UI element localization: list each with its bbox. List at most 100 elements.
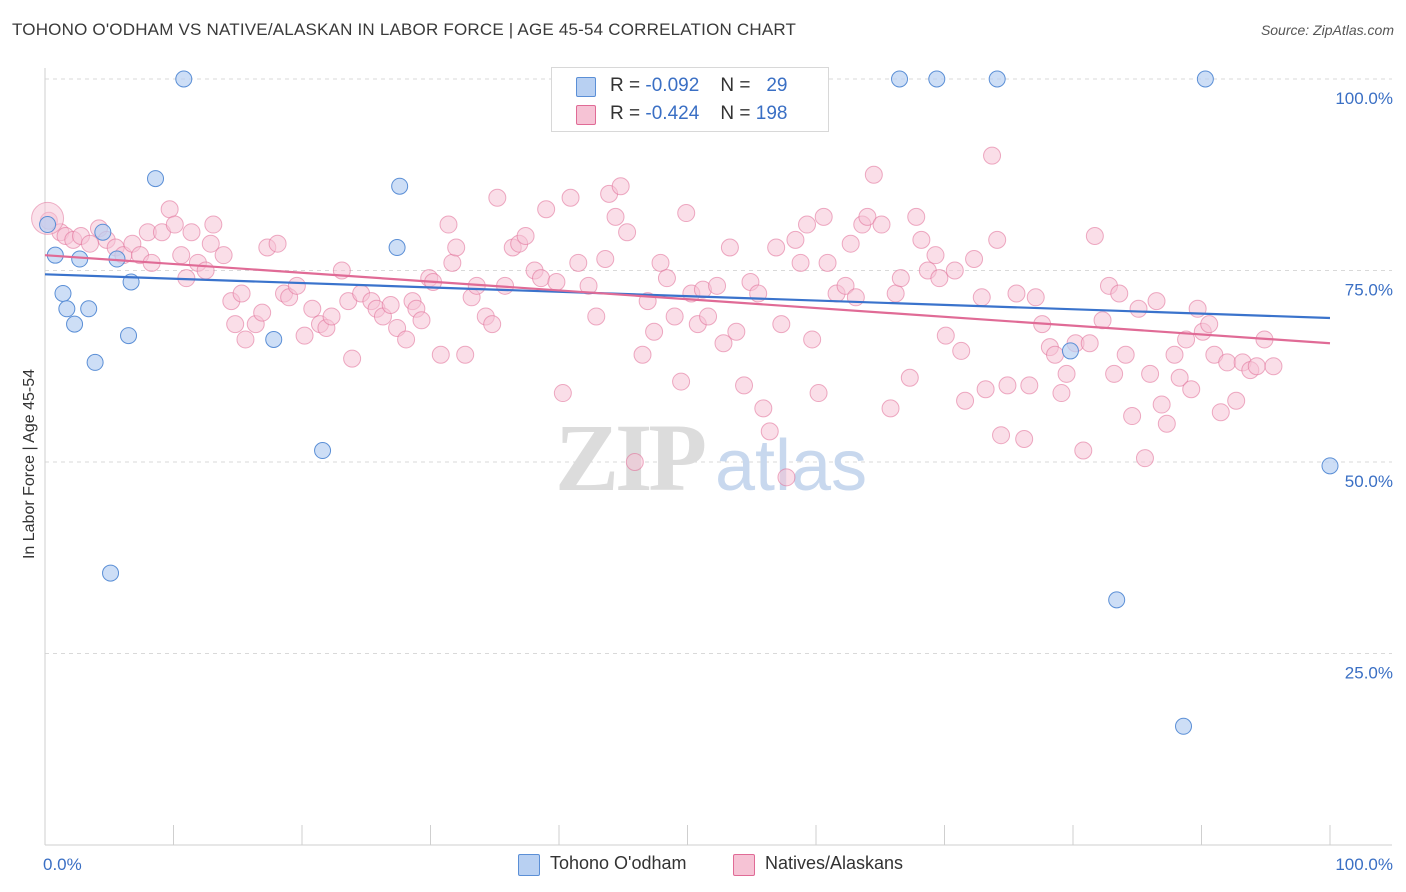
data-point-natives-alaskans [182,223,201,242]
data-point-natives-alaskans [945,261,964,280]
x-tick-label: 100.0% [1335,855,1393,874]
data-point-natives-alaskans [443,253,462,272]
data-point-natives-alaskans [204,215,223,234]
legend-n-label: N = [720,103,751,124]
data-point-natives-alaskans [1085,227,1104,246]
watermark: ZIP atlas [555,404,867,511]
data-point-natives-alaskans [579,276,598,295]
data-point-natives-alaskans [735,376,754,395]
data-point-natives-alaskans [516,227,535,246]
data-point-natives-alaskans [900,368,919,387]
data-point-natives-alaskans [431,345,450,364]
data-point-natives-alaskans [596,250,615,269]
data-point-natives-alaskans [858,207,877,226]
data-point-natives-alaskans [1129,299,1148,318]
data-point-natives-alaskans [936,326,955,345]
data-point-tohono-oodham [265,330,283,348]
data-point-natives-alaskans [303,299,322,318]
data-point-tohono-oodham [1196,70,1214,88]
legend-item-label: Natives/Alaskans [765,853,904,873]
data-point-natives-alaskans [803,330,822,349]
data-point-natives-alaskans [836,276,855,295]
legend-r-value: -0.424 [645,103,700,124]
data-point-natives-alaskans [447,238,466,257]
data-point-natives-alaskans [488,188,507,207]
data-point-natives-alaskans [988,230,1007,249]
data-point-natives-alaskans [618,223,637,242]
data-point-natives-alaskans [1110,284,1129,303]
y-tick-label: 75.0% [1345,281,1393,300]
data-point-natives-alaskans [587,307,606,326]
data-point-natives-alaskans [343,349,362,368]
data-point-tohono-oodham [391,177,409,195]
data-point-natives-alaskans [777,468,796,487]
data-point-natives-alaskans [708,276,727,295]
data-point-tohono-oodham [58,300,76,318]
data-point-tohono-oodham [1321,457,1339,475]
data-point-tohono-oodham [388,239,406,257]
legend-r-value: -0.092 [645,75,700,96]
legend-swatch-pink [576,105,596,125]
data-point-natives-alaskans [998,376,1017,395]
data-point-natives-alaskans [1165,345,1184,364]
data-point-tohono-oodham [147,170,165,188]
legend-r-label: R = [610,103,641,124]
data-point-natives-alaskans [439,215,458,234]
data-point-natives-alaskans [1264,357,1283,376]
data-point-natives-alaskans [165,215,184,234]
data-point-natives-alaskans [1157,414,1176,433]
data-point-natives-alaskans [537,200,556,219]
data-point-natives-alaskans [253,303,272,322]
data-point-natives-alaskans [972,288,991,307]
data-point-natives-alaskans [1116,345,1135,364]
data-point-natives-alaskans [677,204,696,223]
data-point-natives-alaskans [1135,449,1154,468]
data-point-natives-alaskans [926,246,945,265]
data-point-natives-alaskans [1105,364,1124,383]
data-point-natives-alaskans [201,234,220,253]
data-point-natives-alaskans [645,322,664,341]
data-point-natives-alaskans [553,384,572,403]
data-point-tohono-oodham [891,70,909,88]
legend-n-value: 198 [755,103,788,124]
data-point-natives-alaskans [397,330,416,349]
series-tohono-oodham [39,70,1339,735]
data-point-natives-alaskans [532,269,551,288]
data-point-natives-alaskans [1057,364,1076,383]
legend-n-value: 29 [766,75,788,96]
data-point-natives-alaskans [956,391,975,410]
data-point-natives-alaskans [1177,330,1196,349]
data-point-natives-alaskans [1182,380,1201,399]
data-point-natives-alaskans [872,215,891,234]
watermark-atlas: atlas [715,426,867,506]
data-point-natives-alaskans [881,399,900,418]
data-point-natives-alaskans [720,238,739,257]
data-point-natives-alaskans [886,284,905,303]
data-point-tohono-oodham [86,353,104,371]
data-point-natives-alaskans [236,330,255,349]
data-point-tohono-oodham [94,223,112,241]
legend-item-label: Tohono O'odham [550,853,687,873]
data-point-natives-alaskans [891,269,910,288]
series-legend: Tohono O'odham Natives/Alaskans [0,852,1406,878]
data-point-natives-alaskans [1200,315,1219,334]
data-point-natives-alaskans [791,253,810,272]
data-point-natives-alaskans [1020,376,1039,395]
data-point-natives-alaskans [483,315,502,334]
data-point-natives-alaskans [814,207,833,226]
data-point-natives-alaskans [1007,284,1026,303]
data-point-natives-alaskans [786,230,805,249]
data-point-natives-alaskans [1218,353,1237,372]
legend-swatch-blue [576,77,596,97]
series-natives-alaskans [31,146,1283,487]
data-point-natives-alaskans [930,269,949,288]
data-point-natives-alaskans [841,234,860,253]
data-point-natives-alaskans [295,326,314,345]
tick-labels: 25.0% 50.0% 75.0% 100.0% 0.0% 100.0% [43,89,1393,874]
data-point-natives-alaskans [412,311,431,330]
data-point-natives-alaskans [633,345,652,364]
data-point-natives-alaskans [160,200,179,219]
data-point-natives-alaskans [172,246,191,265]
data-point-natives-alaskans [672,372,691,391]
